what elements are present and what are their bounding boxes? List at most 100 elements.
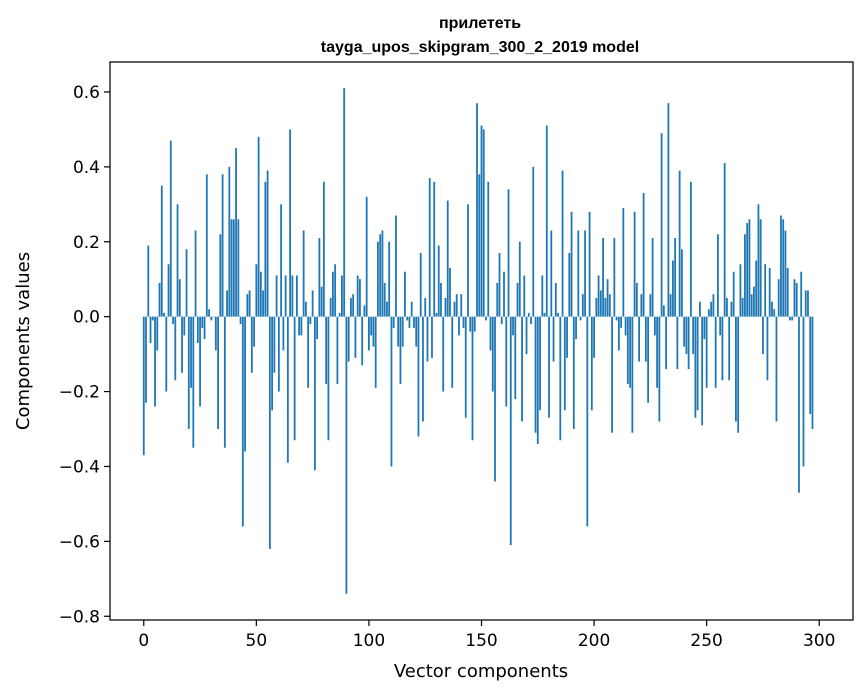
bar-141 (460, 294, 463, 317)
bar-115 (401, 316, 404, 347)
bar-246 (696, 316, 699, 411)
bar-262 (732, 271, 735, 317)
bar-93 (352, 294, 355, 317)
bar-1 (145, 316, 147, 403)
bar-234 (669, 294, 672, 317)
bar-296 (809, 316, 812, 415)
bar-7 (158, 282, 161, 317)
bar-107 (383, 282, 386, 317)
bar-267 (744, 234, 746, 317)
bar-196 (584, 230, 586, 317)
bar-137 (451, 316, 454, 388)
bar-150 (480, 125, 483, 317)
bar-148 (476, 103, 478, 317)
bar-173 (532, 166, 535, 317)
bar-293 (802, 316, 805, 467)
bar-187 (563, 316, 566, 411)
bar-189 (568, 252, 571, 317)
bar-233 (667, 103, 670, 317)
bar-266 (741, 297, 744, 317)
bar-207 (608, 294, 611, 317)
bar-295 (807, 290, 809, 317)
bar-5 (154, 316, 156, 407)
bar-86 (336, 316, 339, 385)
bar-282 (777, 279, 780, 317)
bar-145 (469, 316, 472, 332)
bar-4 (151, 316, 154, 321)
bar-214 (624, 316, 627, 336)
bar-59 (275, 275, 278, 317)
bar-294 (804, 290, 807, 317)
bar-271 (753, 286, 755, 317)
bar-215 (626, 316, 629, 385)
bar-209 (613, 238, 616, 317)
bar-178 (543, 312, 546, 317)
bar-277 (766, 316, 769, 381)
bar-76 (313, 316, 316, 471)
bar-199 (590, 316, 593, 411)
x-tick-label: 300 (803, 631, 835, 651)
bar-18 (183, 316, 186, 336)
bar-195 (581, 294, 584, 317)
bar-249 (703, 316, 706, 340)
bar-131 (437, 245, 440, 317)
bar-35 (221, 174, 224, 317)
bar-239 (680, 249, 683, 317)
y-axis-ticks: −0.8 −0.6 −0.4 −0.2 0.0 0.2 0.4 0.6 (59, 83, 110, 627)
bar-190 (570, 211, 573, 317)
bar-27 (203, 316, 206, 340)
bar-129 (433, 181, 436, 317)
bar-153 (487, 181, 490, 317)
bar-112 (395, 215, 397, 317)
bar-109 (388, 241, 391, 317)
bar-219 (635, 282, 638, 317)
bar-192 (575, 316, 577, 340)
bar-224 (647, 316, 650, 403)
bar-55 (266, 170, 269, 317)
bar-50 (255, 264, 258, 317)
bar-166 (516, 282, 519, 317)
x-tick-label: 50 (246, 631, 268, 651)
bar-3 (149, 316, 152, 343)
bar-284 (782, 219, 785, 317)
bar-291 (798, 316, 800, 493)
bar-255 (717, 234, 719, 317)
bar-171 (527, 312, 530, 317)
x-tick-label: 150 (465, 631, 497, 651)
bar-21 (190, 316, 192, 388)
bar-111 (392, 316, 395, 328)
bar-23 (194, 230, 197, 317)
bar-138 (453, 301, 456, 317)
bar-77 (316, 316, 319, 340)
bar-89 (343, 88, 346, 317)
bar-26 (201, 316, 204, 328)
bar-179 (545, 125, 548, 317)
bar-191 (572, 316, 575, 430)
bar-212 (620, 316, 622, 328)
bar-0 (142, 316, 145, 456)
bar-20 (187, 316, 190, 430)
bar-177 (541, 275, 544, 317)
bar-162 (507, 189, 510, 317)
bar-218 (633, 211, 636, 317)
bar-216 (629, 316, 631, 388)
bar-118 (408, 316, 411, 328)
bar-124 (422, 316, 424, 422)
bar-74 (309, 316, 312, 325)
bar-211 (617, 316, 620, 351)
bar-85 (334, 264, 337, 317)
bar-275 (762, 316, 764, 355)
bar-42 (237, 219, 240, 317)
bar-238 (678, 170, 681, 317)
bar-201 (595, 297, 598, 317)
bar-92 (350, 297, 352, 317)
bar-253 (712, 294, 715, 317)
bar-226 (651, 238, 654, 317)
bar-64 (286, 316, 289, 463)
bar-165 (514, 316, 517, 400)
bar-119 (410, 301, 413, 317)
bar-133 (442, 316, 445, 392)
bar-2 (147, 245, 150, 317)
bar-147 (473, 316, 476, 332)
bar-125 (424, 297, 427, 317)
